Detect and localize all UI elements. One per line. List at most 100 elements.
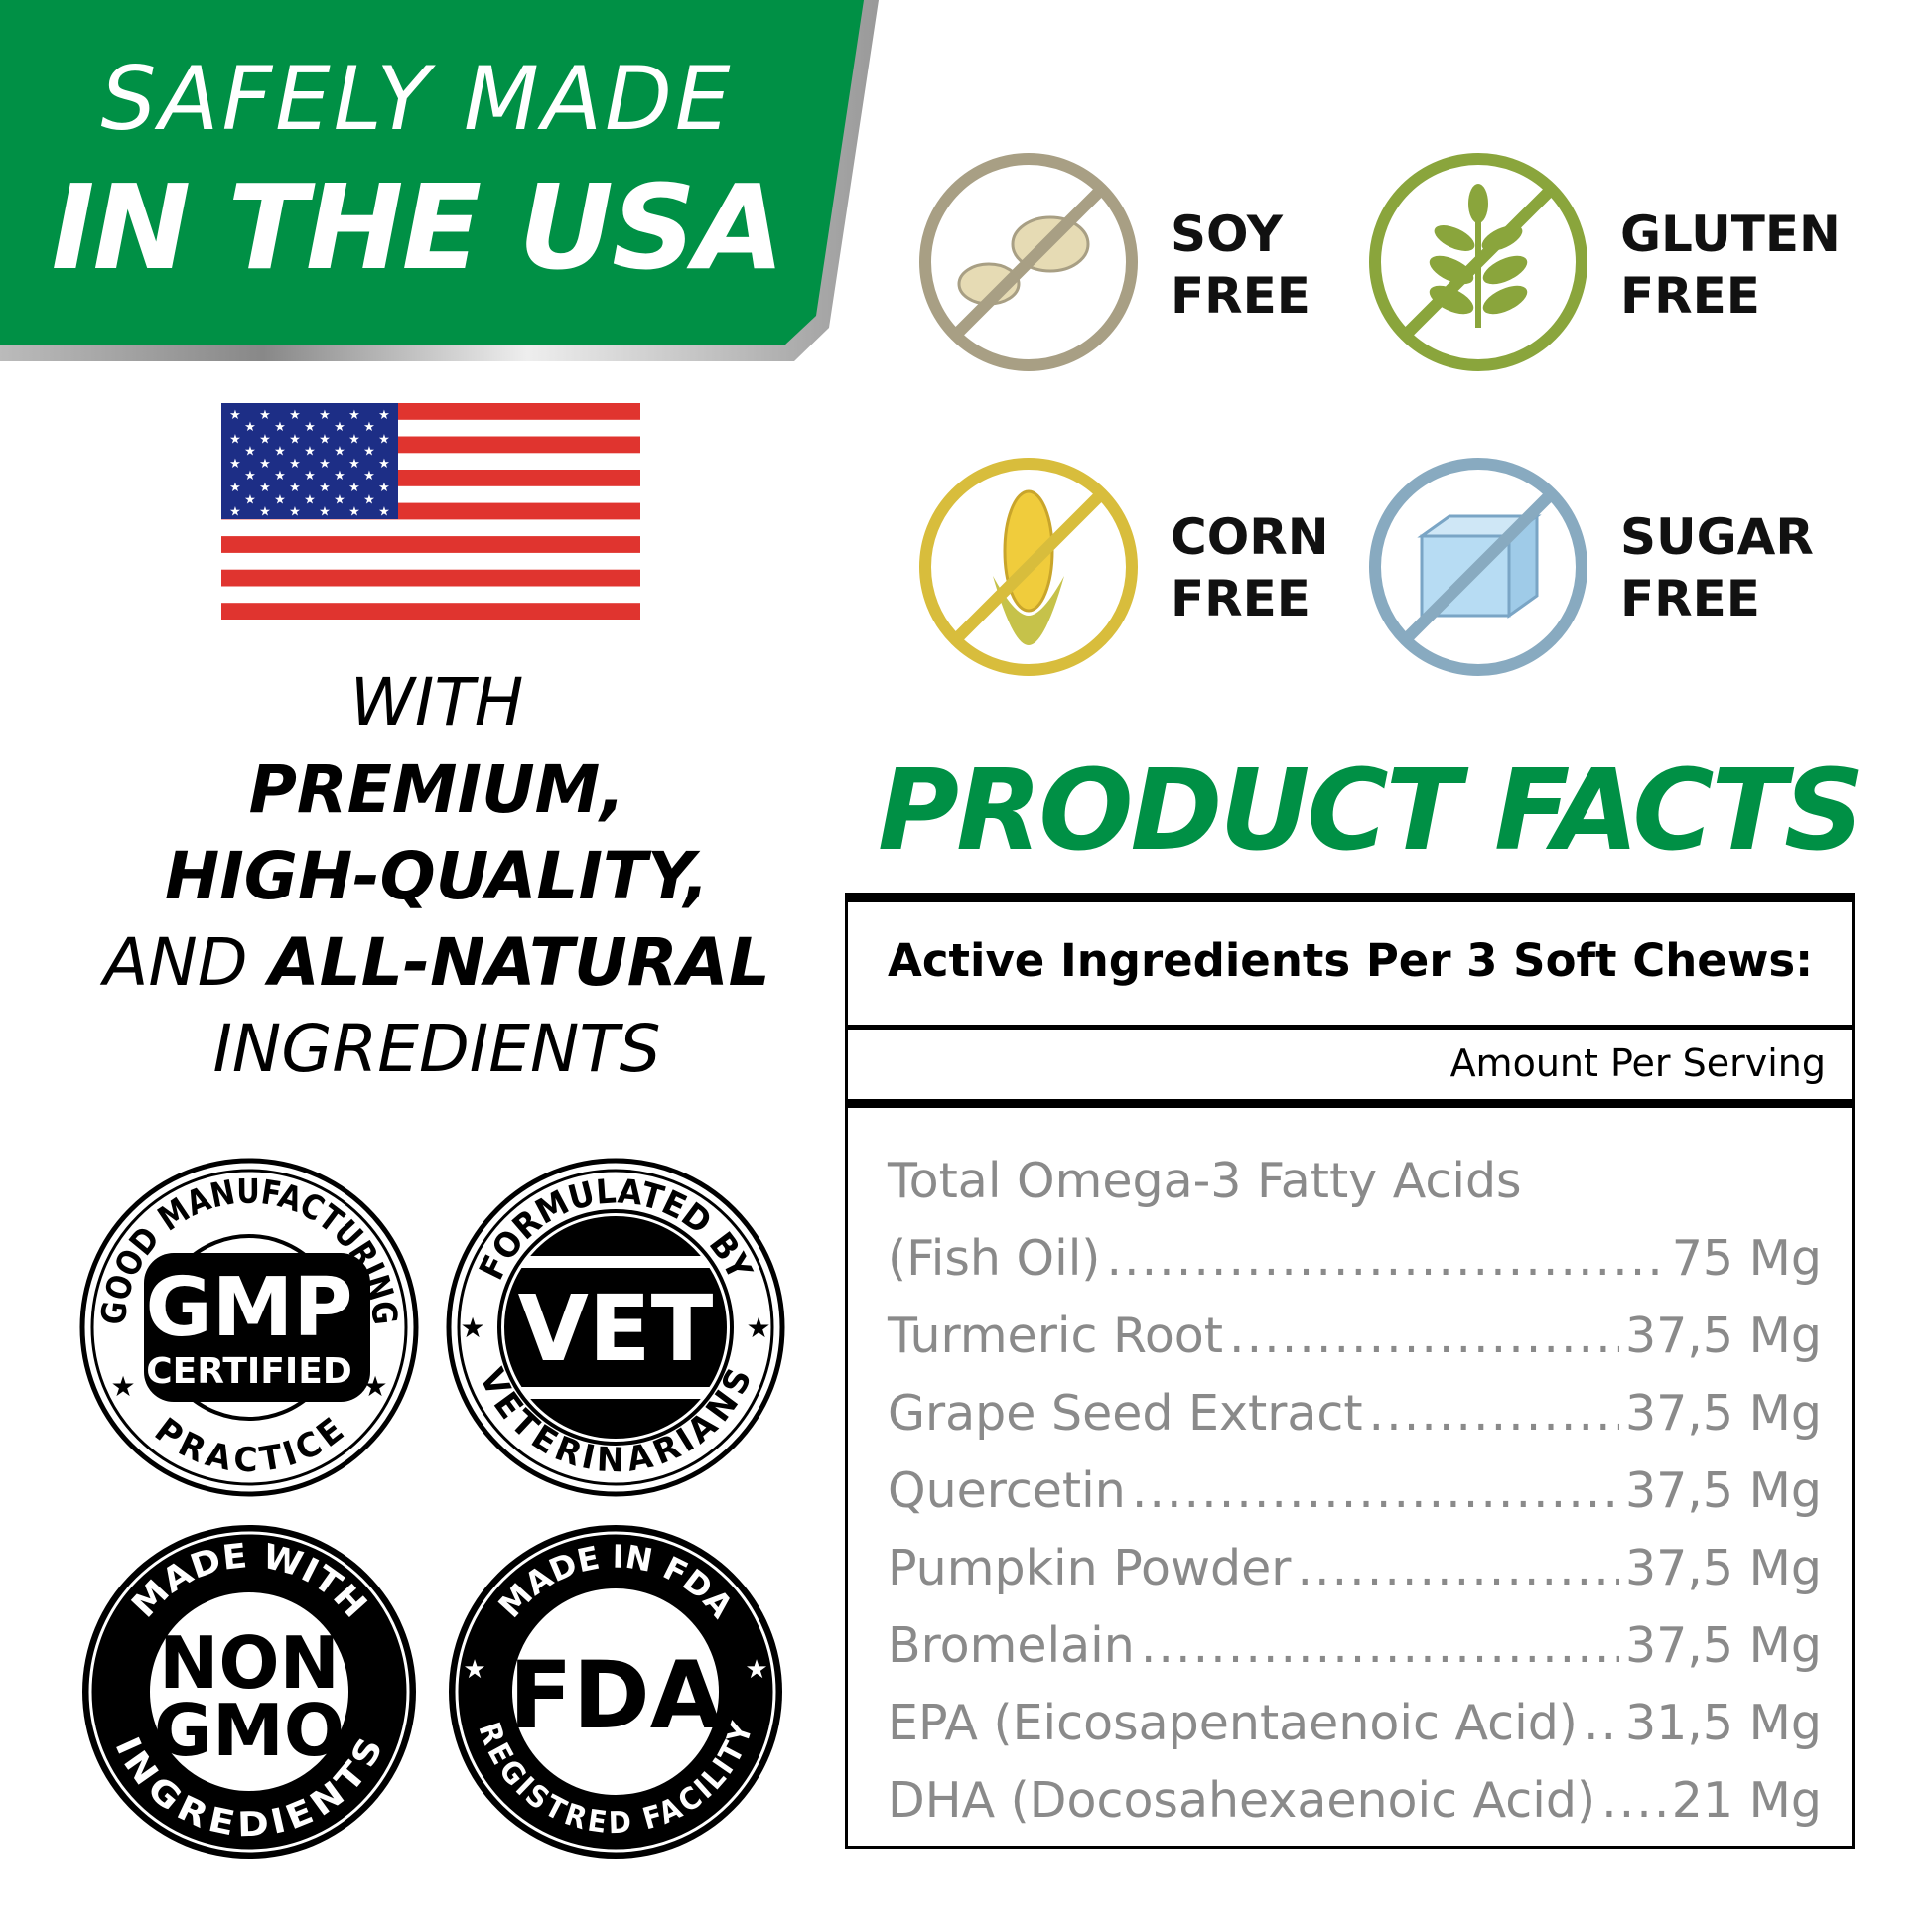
tagline-premium: PREMIUM,: [248, 752, 625, 828]
fda-registered-badge: MADE IN FDA REGISTRED FACILITY FDA ★ ★: [449, 1525, 782, 1859]
star-icon: ★: [363, 492, 375, 507]
star-icon: ★: [348, 408, 360, 423]
star-icon: ★: [334, 445, 345, 460]
dot-leader: [1141, 1617, 1619, 1674]
table-row: EPA (Eicosapentaenoic Acid) 31,5 Mg: [888, 1684, 1822, 1761]
star-icon: ★: [229, 481, 241, 495]
product-facts-title: PRODUCT FACTS: [878, 747, 1864, 876]
star-icon: ★: [244, 492, 256, 507]
soybean-icon: [919, 153, 1138, 371]
ingredient-name: (Fish Oil): [888, 1229, 1101, 1287]
star-icon: ★: [304, 469, 316, 483]
star-icon: ★: [334, 492, 345, 507]
star-icon: ★: [319, 481, 331, 495]
table-header: Active Ingredients Per 3 Soft Chews:: [848, 902, 1852, 1030]
tagline-all-natural: AND ALL-NATURAL: [60, 923, 814, 1003]
star-icon: ★: [363, 445, 375, 460]
star-icon: ★: [229, 505, 241, 520]
star-icon: ★: [244, 469, 256, 483]
ingredient-name: DHA (Docosahexaenoic Acid): [888, 1771, 1596, 1829]
table-row: Grape Seed Extract 37,5 Mg: [888, 1374, 1822, 1451]
star-icon: ★: [259, 457, 271, 472]
table-row: (Fish Oil) 75 Mg: [888, 1219, 1822, 1297]
ingredient-name: Quercetin: [888, 1461, 1126, 1519]
vet-formulated-badge: FORMULATED BY VETERINARIANS VET ★ ★: [446, 1158, 785, 1497]
tagline-with: WITH: [349, 664, 524, 741]
star-icon: ★: [378, 408, 390, 423]
banner-line-2: IN THE USA: [51, 159, 785, 296]
wheat-icon: [1369, 153, 1587, 371]
star-icon: ★: [289, 432, 301, 447]
star-icon: ★: [259, 481, 271, 495]
dot-leader: [1132, 1462, 1619, 1519]
table-row: Bromelain 37,5 Mg: [888, 1606, 1822, 1684]
ingredient-name: Turmeric Root: [888, 1307, 1223, 1364]
ingredient-amount: 31,5 Mg: [1624, 1694, 1822, 1751]
soy-free-label: SOY FREE: [1171, 206, 1311, 325]
table-row: Turmeric Root 37,5 Mg: [888, 1297, 1822, 1374]
ingredient-rows: Total Omega-3 Fatty Acids (Fish Oil) 75 M…: [848, 1108, 1852, 1839]
ingredient-name: Pumpkin Powder: [888, 1539, 1292, 1596]
ingredient-amount: 21 Mg: [1671, 1771, 1822, 1829]
us-flag-icon: ★ ★ ★ ★ ★ ★★ ★ ★ ★ ★★ ★ ★ ★ ★ ★★ ★ ★ ★ ★★ ★ ★ ★ ★ ★★ ★ ★ ★ ★★ ★ ★ ★ ★ ★★…: [221, 403, 640, 620]
star-icon: ★: [274, 420, 286, 435]
star-icon: ★: [274, 492, 286, 507]
star-icon: ★: [289, 408, 301, 423]
star-icon: ★: [304, 492, 316, 507]
ingredient-name: Grape Seed Extract: [888, 1384, 1363, 1442]
banner-line-1: SAFELY MADE: [100, 48, 734, 150]
ingredient-name: Bromelain: [888, 1616, 1135, 1674]
star-icon: ★: [745, 1655, 767, 1685]
product-facts-table: Active Ingredients Per 3 Soft Chews: Amo…: [845, 893, 1855, 1849]
tagline-all-natural-bold: ALL-NATURAL: [268, 924, 770, 1001]
star-icon: ★: [378, 481, 390, 495]
star-icon: ★: [319, 505, 331, 520]
star-icon: ★: [363, 420, 375, 435]
tagline-ingredients: INGREDIENTS: [212, 1011, 661, 1087]
ingredient-amount: 75 Mg: [1671, 1229, 1822, 1287]
ingredient-amount: 37,5 Mg: [1624, 1539, 1822, 1596]
star-icon: ★: [304, 420, 316, 435]
star-icon: ★: [319, 457, 331, 472]
dot-leader: [1106, 1230, 1665, 1287]
ingredient-amount: 37,5 Mg: [1624, 1307, 1822, 1364]
sugar-free-label: SUGAR FREE: [1620, 508, 1814, 627]
star-icon: ★: [229, 457, 241, 472]
star-icon: ★: [274, 469, 286, 483]
dot-leader: [1601, 1772, 1666, 1829]
corn-icon: [919, 458, 1138, 676]
star-icon: ★: [348, 481, 360, 495]
non-text: NON: [159, 1621, 340, 1705]
star-icon: ★: [229, 408, 241, 423]
star-icon: ★: [348, 457, 360, 472]
star-icon: ★: [746, 1311, 770, 1344]
ingredient-first-line: Total Omega-3 Fatty Acids: [888, 1152, 1522, 1209]
free-icons-right: [1369, 153, 1587, 676]
dot-leader: [1229, 1308, 1619, 1364]
star-icon: ★: [378, 505, 390, 520]
star-icon: ★: [304, 445, 316, 460]
star-icon: ★: [259, 505, 271, 520]
amount-per-serving-label: Amount Per Serving: [848, 1030, 1852, 1108]
star-icon: ★: [259, 408, 271, 423]
star-icon: ★: [362, 1370, 387, 1403]
star-icon: ★: [259, 432, 271, 447]
non-gmo-badge: MADE WITH INGREDIENTS NON GMO: [82, 1525, 416, 1859]
gmp-text: GMP: [145, 1261, 352, 1355]
star-icon: ★: [229, 432, 241, 447]
dot-leader: [1584, 1695, 1619, 1751]
star-icon: ★: [334, 420, 345, 435]
sugar-cube-icon: [1369, 458, 1587, 676]
star-icon: ★: [289, 457, 301, 472]
table-row: Quercetin 37,5 Mg: [888, 1451, 1822, 1529]
ingredient-amount: 37,5 Mg: [1624, 1461, 1822, 1519]
vet-text: VET: [518, 1276, 714, 1382]
star-icon: ★: [319, 432, 331, 447]
ingredient-amount: 37,5 Mg: [1624, 1616, 1822, 1674]
star-icon: ★: [110, 1370, 135, 1403]
star-icon: ★: [244, 445, 256, 460]
dot-leader: [1297, 1540, 1618, 1596]
made-in-usa-banner: [0, 0, 864, 345]
free-icons-left: [919, 153, 1138, 676]
star-icon: ★: [460, 1311, 484, 1344]
